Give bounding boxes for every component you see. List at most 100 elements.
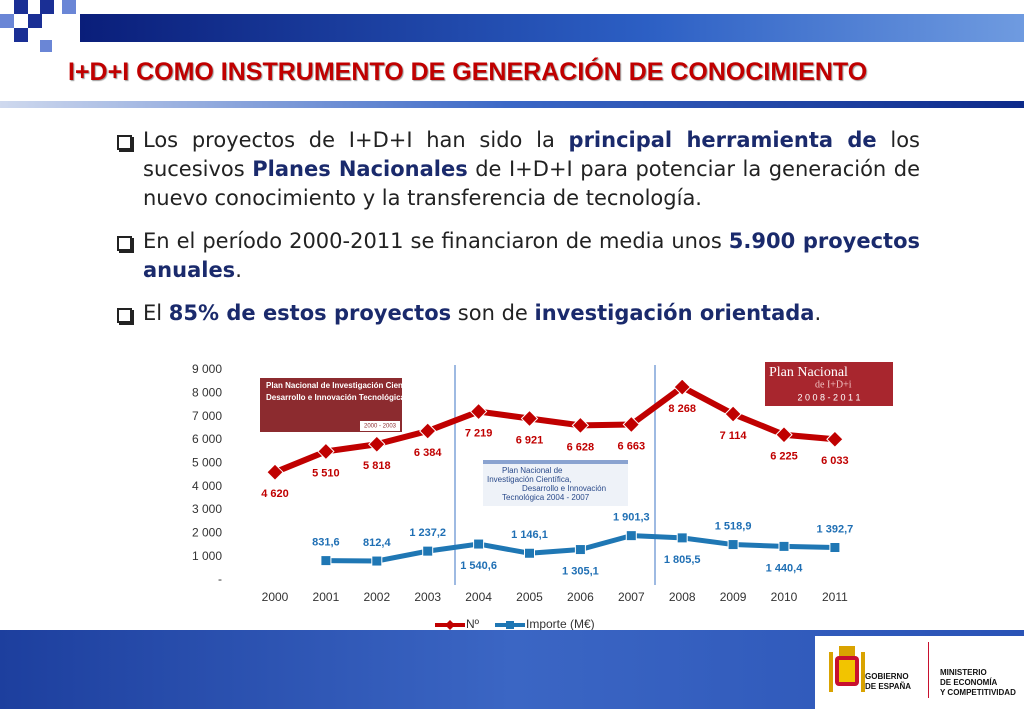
bullet-text: . (814, 301, 822, 325)
chart: Plan Nacional de Investigación Científic… (192, 362, 893, 631)
marker (829, 542, 841, 554)
x-tick-label: 2007 (618, 590, 645, 604)
y-tick-label: 3 000 (192, 502, 222, 516)
bullet-text: El (143, 301, 169, 325)
bullet-text: investigación orientada (534, 301, 815, 325)
legend-label: Nº (466, 617, 480, 631)
marker (622, 415, 641, 434)
crest (829, 646, 865, 692)
bullet-text: . (235, 258, 242, 282)
deco (14, 0, 28, 14)
bullet-text: 5.900 proyectos anuales (143, 229, 921, 282)
x-tick-label: 2011 (822, 590, 848, 604)
x-tick-label: 2000 (262, 590, 289, 604)
data-label: 831,6 (312, 537, 340, 549)
marker (775, 426, 793, 444)
logo-text: Plan Nacional de Investigación Científic… (266, 381, 424, 390)
marker (418, 422, 437, 440)
marker (473, 538, 485, 550)
x-tick-label: 2010 (771, 590, 798, 604)
bullet-text: son de (451, 301, 535, 325)
logo-plan-2004 (483, 460, 628, 506)
data-label: 1 518,9 (715, 520, 752, 532)
bullet-text: Planes Nacionales (252, 157, 468, 181)
data-label: 6 921 (516, 434, 544, 446)
bullet-text: 85% de estos proyectos (168, 301, 452, 325)
x-tick-label: 2006 (567, 590, 594, 604)
top-bar (80, 14, 1024, 42)
divider (928, 642, 929, 698)
data-label: 6 225 (770, 451, 798, 463)
legend-marker (506, 621, 514, 629)
data-label: 7 114 (720, 430, 748, 442)
bullet-text: de I+D+I para potenciar la generación de… (143, 157, 920, 210)
logo-text: Desarrollo e Innovación Tecnológica (266, 393, 406, 402)
government-logo (815, 636, 1024, 709)
data-label: 812,4 (363, 537, 391, 549)
legend-label: Importe (M€) (526, 617, 595, 631)
data-label: 1 440,4 (766, 562, 804, 574)
x-tick-label: 2003 (414, 590, 441, 604)
marker (673, 378, 691, 396)
x-tick-label: 2004 (465, 590, 492, 604)
marker (371, 555, 383, 567)
marker (520, 409, 539, 428)
x-tick-label: 2005 (516, 590, 543, 604)
data-label: 5 510 (312, 467, 340, 479)
marker (422, 545, 434, 557)
data-label: 1 392,7 (817, 523, 854, 535)
data-label: 4 620 (261, 488, 289, 500)
marker (266, 463, 284, 481)
series-line (273, 383, 836, 475)
data-label: 6 384 (414, 447, 442, 459)
marker (320, 555, 332, 567)
deco (0, 14, 14, 28)
y-tick-label: 2 000 (192, 526, 222, 540)
deco (40, 0, 54, 14)
data-label: 1 540,6 (460, 560, 497, 572)
x-tick-label: 2008 (669, 590, 696, 604)
marker (571, 416, 590, 435)
title: I+D+I COMO INSTRUMENTO DE GENERACIÓN DE … (68, 58, 868, 86)
marker (778, 540, 790, 552)
logo-text: Desarrollo e Innovación (522, 484, 606, 493)
gov-text: DE ESPAÑA (865, 682, 912, 691)
y-tick-label: 6 000 (192, 432, 222, 446)
bullet-text: En el período 2000-2011 se financiaron d… (143, 229, 729, 253)
logo-text: Tecnológica 2004 - 2007 (502, 493, 590, 502)
y-tick-label: 9 000 (192, 362, 222, 376)
logo-band (360, 421, 400, 431)
marker (469, 402, 488, 421)
marker (625, 530, 637, 542)
logo-text: de I+D+i (815, 379, 852, 390)
marker (676, 532, 688, 544)
logo-plan-2008 (765, 362, 893, 406)
marker (368, 435, 386, 453)
data-label: 6 663 (618, 440, 646, 452)
gov-text: DE ECONOMÍA (940, 678, 998, 687)
y-tick-label: 8 000 (192, 386, 222, 400)
gobierno: GOBIERNO DE ESPAÑA (865, 672, 911, 692)
y-tick-label: 1 000 (192, 549, 222, 563)
logo-text: 2000 - 2003 (364, 424, 397, 430)
gov-text: MINISTERIO (940, 668, 987, 677)
logo-text: 2 0 0 8 - 2 0 1 1 (797, 392, 860, 402)
data-label: 1 237,2 (409, 527, 446, 539)
marker (727, 539, 739, 551)
data-label: 6 628 (567, 441, 595, 453)
marker (724, 405, 742, 423)
title-rule (0, 101, 1024, 108)
gov-text: GOBIERNO (865, 672, 909, 681)
deco (62, 0, 76, 14)
marker (524, 547, 535, 559)
deco (40, 40, 52, 52)
deco (14, 28, 28, 42)
marker (574, 544, 586, 556)
bullet: El 85% de estos proyectos son de investi… (115, 299, 920, 328)
y-tick-label: 7 000 (192, 409, 222, 423)
data-label: 5 818 (363, 460, 391, 472)
data-label: 8 268 (668, 403, 696, 415)
marker (826, 430, 844, 448)
deco (28, 14, 42, 28)
